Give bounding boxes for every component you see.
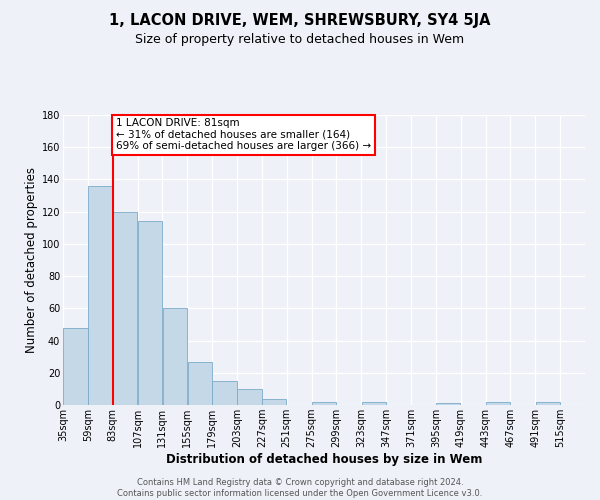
Bar: [362, 402, 386, 405]
Y-axis label: Number of detached properties: Number of detached properties: [25, 167, 38, 353]
Bar: [88, 186, 112, 405]
Bar: [237, 389, 262, 405]
Bar: [163, 308, 187, 405]
Text: Size of property relative to detached houses in Wem: Size of property relative to detached ho…: [136, 32, 464, 46]
Bar: [262, 398, 286, 405]
Bar: [212, 381, 237, 405]
X-axis label: Distribution of detached houses by size in Wem: Distribution of detached houses by size …: [166, 453, 482, 466]
Text: 1 LACON DRIVE: 81sqm
← 31% of detached houses are smaller (164)
69% of semi-deta: 1 LACON DRIVE: 81sqm ← 31% of detached h…: [116, 118, 371, 152]
Bar: [536, 402, 560, 405]
Text: 1, LACON DRIVE, WEM, SHREWSBURY, SY4 5JA: 1, LACON DRIVE, WEM, SHREWSBURY, SY4 5JA: [109, 12, 491, 28]
Bar: [138, 222, 162, 405]
Bar: [436, 404, 460, 405]
Bar: [486, 402, 510, 405]
Bar: [113, 212, 137, 405]
Bar: [188, 362, 212, 405]
Bar: [312, 402, 336, 405]
Text: Contains HM Land Registry data © Crown copyright and database right 2024.
Contai: Contains HM Land Registry data © Crown c…: [118, 478, 482, 498]
Bar: [63, 328, 88, 405]
